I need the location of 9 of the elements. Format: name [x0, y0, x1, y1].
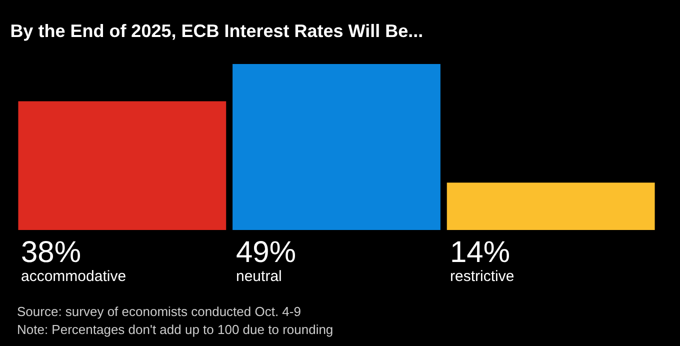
- x-tick-label: accommodative: [21, 268, 126, 285]
- data-label: 38%: [21, 236, 82, 269]
- data-label: 49%: [236, 236, 296, 269]
- chart-title: By the End of 2025, ECB Interest Rates Will Be...: [10, 20, 424, 41]
- x-tick-label: restrictive: [450, 268, 514, 285]
- x-tick-label: neutral: [236, 268, 282, 285]
- data-label: 14%: [450, 236, 510, 269]
- source-note: Source: survey of economists conducted Oct. 4-9: [17, 304, 301, 319]
- text: Note: Percentages don't add up to 100 due to rounding: [17, 322, 334, 337]
